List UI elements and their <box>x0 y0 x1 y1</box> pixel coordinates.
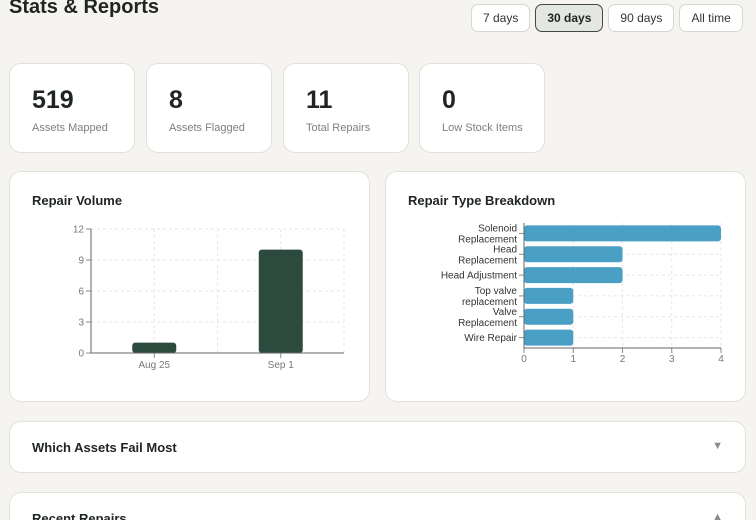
stat-card-low-stock: 0 Low Stock Items <box>419 63 545 153</box>
fail-most-title: Which Assets Fail Most <box>32 440 177 455</box>
stat-value: 0 <box>442 86 456 114</box>
y-tick-label: 0 <box>78 349 84 360</box>
range-7-days-button[interactable]: 7 days <box>471 4 531 32</box>
stat-label: Total Repairs <box>306 122 371 134</box>
y-tick-label-line: Replacement <box>458 234 517 245</box>
repair-breakdown-title: Repair Type Breakdown <box>408 193 556 208</box>
y-tick-label: 3 <box>78 318 84 329</box>
y-tick-label: 6 <box>78 287 84 298</box>
x-tick-label: Sep 1 <box>268 360 295 371</box>
x-tick-label: 4 <box>718 354 724 365</box>
y-tick-label-line: Solenoid <box>478 223 517 234</box>
stat-value: 11 <box>306 86 333 114</box>
stat-label: Low Stock Items <box>442 122 523 134</box>
x-tick-label: Aug 25 <box>138 360 170 371</box>
y-tick-label-line: Top valve <box>475 286 518 297</box>
bar <box>524 329 574 346</box>
range-30-days-button[interactable]: 30 days <box>535 4 604 32</box>
range-90-days-button[interactable]: 90 days <box>608 4 675 32</box>
stat-value: 8 <box>169 86 183 114</box>
stat-card-total-repairs: 11 Total Repairs <box>283 63 409 153</box>
repair-volume-chart: 0 3 6 9 12 Aug 25 Sep 1 <box>73 225 345 371</box>
x-tick-label: 3 <box>669 354 675 365</box>
y-tick-label-line: Valve <box>493 307 518 318</box>
y-tick-label: Head Adjustment <box>441 271 517 282</box>
chevron-down-icon[interactable]: ▼ <box>712 440 723 452</box>
date-range-selector: 7 days 30 days 90 days All time <box>471 4 743 32</box>
x-tick-label: 1 <box>570 354 576 365</box>
stat-value: 519 <box>32 86 74 114</box>
bar <box>258 249 303 353</box>
bar <box>132 342 177 353</box>
y-tick-label-line: Replacement <box>458 255 517 266</box>
y-tick-label-line: Replacement <box>458 318 517 329</box>
y-tick-label: Head Replacement <box>458 244 517 266</box>
x-tick-label: 2 <box>620 354 626 365</box>
recent-repairs-title: Recent Repairs <box>32 511 127 520</box>
recent-repairs-section[interactable]: Recent Repairs ▲ <box>9 492 746 520</box>
bar <box>524 267 623 284</box>
y-tick-label: Solenoid Replacement <box>458 223 517 245</box>
y-tick-label: Valve Replacement <box>458 307 517 329</box>
y-tick-label-line: Head Adjustment <box>441 271 517 282</box>
y-tick-label-line: Head <box>493 244 517 255</box>
repair-volume-title: Repair Volume <box>32 193 123 208</box>
bar <box>524 308 574 325</box>
bar <box>524 287 574 304</box>
y-tick-label-line: replacement <box>462 297 517 308</box>
y-tick-label: 9 <box>78 256 84 267</box>
range-all-time-button[interactable]: All time <box>679 4 743 32</box>
y-tick-label: 12 <box>73 225 85 236</box>
chevron-up-icon[interactable]: ▲ <box>712 511 723 520</box>
repair-volume-panel: Repair Volume 0 3 6 9 12 Aug 25 Sep 1 <box>9 171 370 402</box>
x-tick-label: 0 <box>521 354 527 365</box>
page-title: Stats & Reports <box>9 0 160 18</box>
bar <box>524 225 721 242</box>
repair-breakdown-panel: Repair Type Breakdown 0 1 2 3 4 Solenoid Repla… <box>385 171 746 402</box>
stat-card-assets-flagged: 8 Assets Flagged <box>146 63 272 153</box>
y-tick-label: Wire Repair <box>464 333 517 344</box>
y-tick-label-line: Wire Repair <box>464 333 517 344</box>
bar <box>524 246 623 263</box>
stat-card-assets-mapped: 519 Assets Mapped <box>9 63 135 153</box>
stat-label: Assets Flagged <box>169 122 245 134</box>
y-tick-label: Top valve replacement <box>462 286 517 308</box>
stat-label: Assets Mapped <box>32 122 108 134</box>
fail-most-section[interactable]: Which Assets Fail Most ▼ <box>9 421 746 473</box>
